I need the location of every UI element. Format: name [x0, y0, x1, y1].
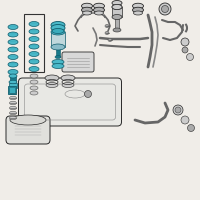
Ellipse shape [112, 15, 122, 20]
Ellipse shape [10, 115, 46, 125]
Ellipse shape [10, 106, 16, 110]
Circle shape [173, 105, 183, 115]
Ellipse shape [29, 29, 39, 34]
Ellipse shape [134, 11, 142, 15]
Ellipse shape [8, 70, 18, 74]
Ellipse shape [8, 47, 18, 52]
Ellipse shape [10, 40, 16, 42]
Ellipse shape [108, 38, 112, 42]
Ellipse shape [29, 21, 39, 26]
Ellipse shape [95, 11, 104, 15]
Ellipse shape [10, 33, 16, 34]
Ellipse shape [94, 3, 104, 9]
Ellipse shape [55, 55, 61, 58]
Ellipse shape [8, 32, 18, 37]
Ellipse shape [10, 48, 16, 49]
Ellipse shape [113, 28, 121, 32]
Ellipse shape [10, 101, 16, 105]
Ellipse shape [61, 75, 75, 81]
Ellipse shape [10, 96, 16, 100]
Circle shape [186, 53, 194, 60]
Ellipse shape [10, 116, 16, 120]
FancyBboxPatch shape [6, 116, 50, 144]
Ellipse shape [29, 44, 39, 49]
Ellipse shape [30, 68, 38, 69]
Ellipse shape [29, 51, 39, 56]
Ellipse shape [30, 22, 38, 24]
Ellipse shape [52, 64, 64, 68]
FancyBboxPatch shape [62, 52, 94, 72]
Ellipse shape [132, 7, 144, 13]
Ellipse shape [30, 60, 38, 62]
Ellipse shape [30, 80, 38, 84]
Circle shape [84, 90, 92, 98]
Bar [10, 76, 16, 82]
Ellipse shape [10, 71, 16, 72]
Bar [8, 86, 16, 94]
Ellipse shape [51, 21, 65, 28]
Ellipse shape [112, 0, 122, 5]
Ellipse shape [83, 11, 92, 15]
Bar [115, 17, 119, 30]
Ellipse shape [30, 52, 38, 54]
Ellipse shape [30, 45, 38, 46]
Ellipse shape [62, 82, 74, 88]
Ellipse shape [8, 62, 18, 67]
Ellipse shape [46, 82, 58, 88]
Circle shape [181, 38, 189, 46]
Ellipse shape [8, 40, 18, 45]
Bar [9, 87, 15, 93]
Bar [56, 47, 60, 57]
Ellipse shape [10, 63, 16, 64]
Circle shape [181, 116, 189, 124]
Ellipse shape [29, 66, 39, 72]
Ellipse shape [10, 25, 16, 27]
Ellipse shape [10, 55, 16, 57]
Ellipse shape [9, 80, 17, 84]
Ellipse shape [132, 3, 144, 9]
Ellipse shape [51, 29, 65, 35]
Ellipse shape [112, 4, 122, 9]
Ellipse shape [30, 30, 38, 31]
Ellipse shape [29, 36, 39, 42]
Ellipse shape [30, 38, 38, 39]
Circle shape [175, 107, 181, 113]
Ellipse shape [8, 54, 18, 60]
Ellipse shape [51, 24, 65, 31]
Ellipse shape [94, 7, 104, 13]
FancyBboxPatch shape [18, 78, 122, 126]
Ellipse shape [9, 74, 17, 78]
Circle shape [182, 47, 188, 53]
Circle shape [162, 5, 168, 12]
Ellipse shape [10, 91, 16, 95]
Ellipse shape [10, 111, 16, 115]
Ellipse shape [82, 7, 92, 13]
Ellipse shape [29, 59, 39, 64]
Ellipse shape [105, 31, 109, 34]
Bar [24, 14, 44, 72]
Ellipse shape [112, 4, 122, 9]
Ellipse shape [51, 44, 65, 50]
Bar [112, 7, 122, 17]
Ellipse shape [30, 74, 38, 78]
Ellipse shape [105, 24, 109, 27]
Ellipse shape [52, 60, 64, 64]
Ellipse shape [8, 24, 18, 29]
Bar [51, 32, 65, 47]
Bar [9, 83, 17, 88]
Ellipse shape [45, 75, 59, 81]
Ellipse shape [82, 3, 92, 9]
Circle shape [159, 3, 171, 15]
Ellipse shape [30, 86, 38, 90]
Ellipse shape [52, 28, 64, 33]
Circle shape [188, 124, 194, 132]
Ellipse shape [30, 91, 38, 95]
